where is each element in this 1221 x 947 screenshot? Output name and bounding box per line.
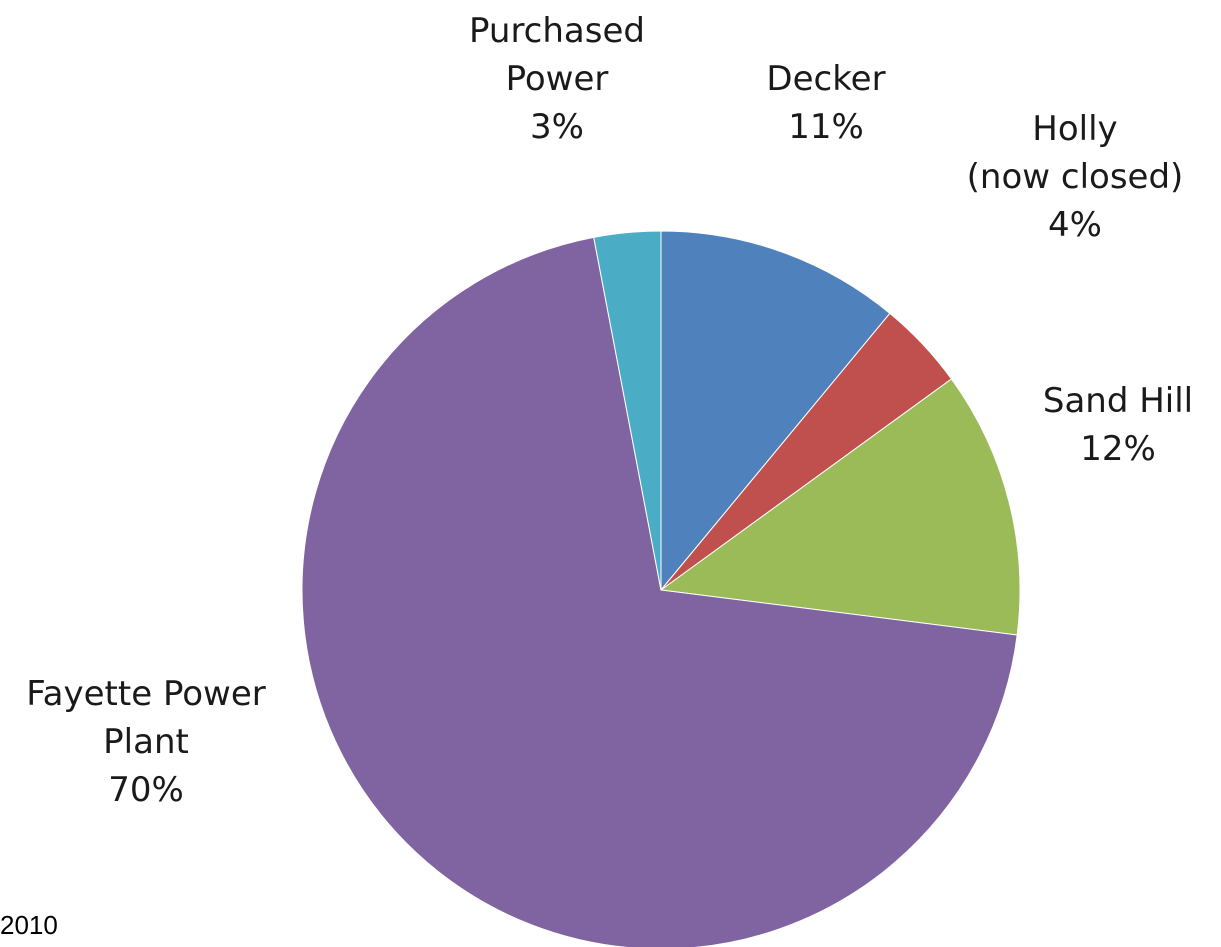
slice-name-label: Power	[506, 59, 609, 99]
pie-slices	[301, 230, 1021, 947]
slice-label: Sand Hill 12%	[1043, 381, 1193, 469]
pie-labels: Decker 11% Holly (now closed) 4% Sand Hill 12%…	[26, 11, 1193, 810]
pie-slice-fayette-power-plant	[301, 236, 1018, 947]
slice-name-label: Holly	[1032, 109, 1117, 149]
slice-label: Purchased Power 3%	[469, 11, 645, 147]
slice-percent-label: 12%	[1080, 429, 1156, 469]
slice-name-label: Purchased	[469, 11, 645, 51]
slice-percent-label: 3%	[530, 107, 584, 147]
slice-label: Fayette Power Plant 70%	[26, 674, 266, 810]
slice-percent-label: 11%	[788, 107, 864, 147]
pie-slice-decker	[660, 230, 891, 592]
slice-percent-label: 70%	[108, 770, 184, 810]
slice-label: Decker 11%	[766, 59, 885, 147]
slice-label: Holly (now closed) 4%	[967, 109, 1184, 245]
pie-slice-purchased-power	[593, 230, 662, 591]
pie-slice-sand-hill	[659, 378, 1021, 636]
slice-name-label: Fayette Power	[26, 674, 266, 714]
slice-name-label: Plant	[103, 722, 189, 762]
slice-name-label: (now closed)	[967, 157, 1184, 197]
slice-percent-label: 4%	[1048, 205, 1102, 245]
slice-name-label: Sand Hill	[1043, 381, 1193, 421]
slice-name-label: Decker	[766, 59, 885, 99]
footnote-year: 2010	[0, 910, 58, 940]
